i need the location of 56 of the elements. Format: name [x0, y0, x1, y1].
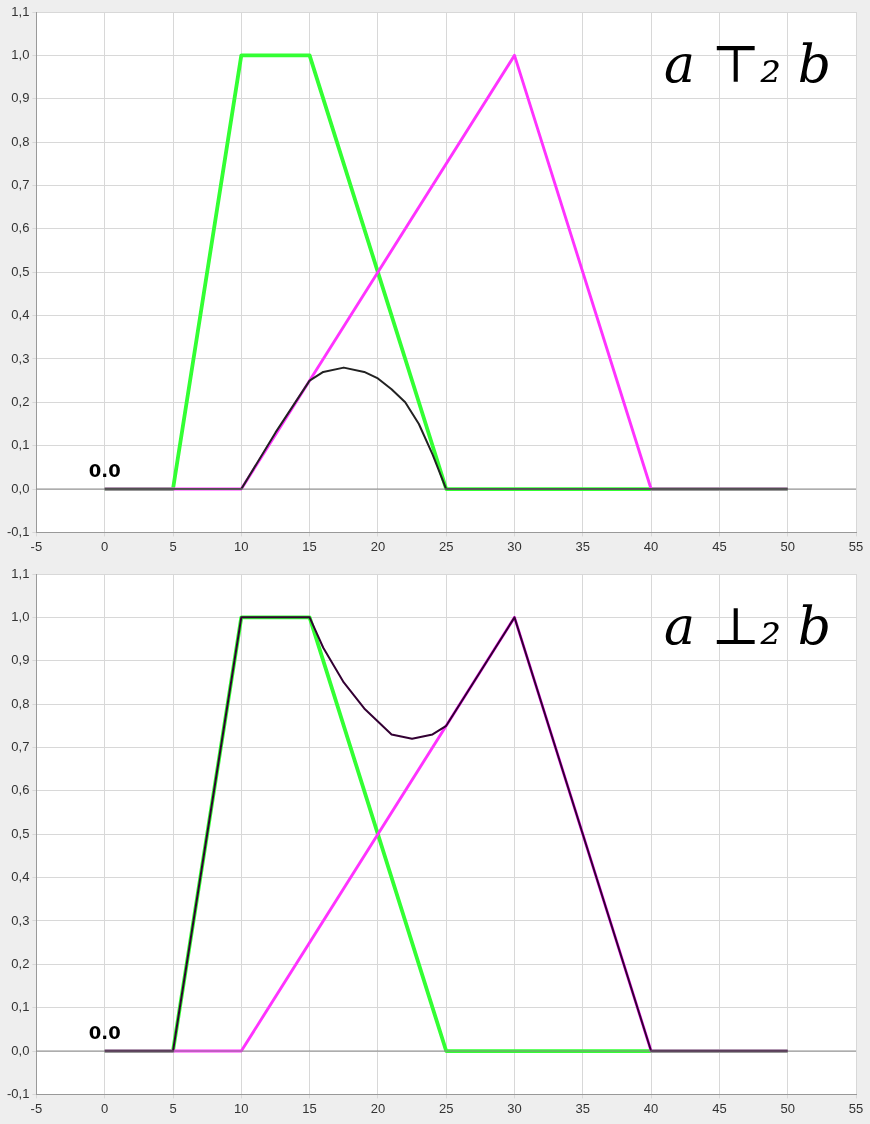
- y-tick-label: 0,2: [11, 955, 30, 971]
- x-tick-label: 15: [302, 538, 317, 554]
- y-tick-label: 0,4: [11, 307, 30, 323]
- y-tick-label: 1,0: [11, 608, 30, 624]
- x-tick-label: 35: [575, 538, 591, 554]
- x-tick-label: 40: [643, 538, 659, 554]
- y-tick-label: 0,5: [11, 825, 30, 841]
- x-tick-label: 20: [370, 538, 386, 554]
- x-tick-label: 20: [370, 1100, 386, 1116]
- y-tick-label: 0,6: [11, 220, 30, 236]
- annotation: a ⊥₂ b: [663, 595, 831, 656]
- x-tick-label: 25: [438, 1100, 454, 1116]
- x-tick-label: 50: [780, 1100, 795, 1116]
- annotation: 0.0: [88, 1021, 121, 1043]
- annotation: 0.0: [88, 459, 121, 481]
- x-tick-label: 30: [507, 538, 522, 554]
- y-tick-label: -0,1: [6, 1085, 30, 1101]
- x-tick-label: 10: [234, 1100, 249, 1116]
- y-tick-label: 0,7: [11, 739, 30, 755]
- y-tick-label: 1,0: [11, 46, 30, 62]
- y-tick-label: 0,3: [11, 350, 30, 366]
- x-tick-label: 30: [507, 1100, 522, 1116]
- y-tick-label: 0,8: [11, 133, 30, 149]
- x-tick-label: 50: [780, 538, 795, 554]
- y-tick-label: 0,6: [11, 782, 30, 798]
- y-tick-label: 0,5: [11, 263, 30, 279]
- x-tick-label: 5: [169, 538, 177, 554]
- y-tick-label: 0,2: [11, 393, 30, 409]
- y-tick-label: 0,9: [11, 90, 30, 106]
- x-tick-label: 0: [101, 1100, 109, 1116]
- y-tick-label: 0,3: [11, 912, 30, 928]
- y-tick-label: 1,1: [11, 565, 30, 581]
- y-tick-label: 0,1: [11, 437, 30, 453]
- x-tick-label: 25: [438, 538, 454, 554]
- y-tick-label: 0,0: [11, 480, 30, 496]
- x-tick-label: 45: [712, 538, 727, 554]
- y-tick-label: 0,8: [11, 695, 30, 711]
- x-tick-label: 5: [169, 1100, 177, 1116]
- x-tick-label: 35: [575, 1100, 591, 1116]
- x-tick-label: 10: [234, 538, 249, 554]
- x-tick-label: 45: [712, 1100, 727, 1116]
- x-tick-label: -5: [30, 1100, 43, 1116]
- x-tick-label: 15: [302, 1100, 317, 1116]
- x-tick-label: 55: [848, 538, 864, 554]
- y-tick-label: 0,7: [11, 177, 30, 193]
- y-tick-label: 1,1: [11, 3, 30, 19]
- y-tick-label: 0,1: [11, 999, 30, 1015]
- x-tick-label: 0: [101, 538, 109, 554]
- annotation: a ⊤₂ b: [663, 33, 831, 94]
- y-tick-label: 0,9: [11, 652, 30, 668]
- x-tick-label: -5: [30, 538, 43, 554]
- y-tick-label: -0,1: [6, 523, 30, 539]
- x-tick-label: 55: [848, 1100, 864, 1116]
- x-tick-label: 40: [643, 1100, 659, 1116]
- y-tick-label: 0,0: [11, 1042, 30, 1058]
- y-tick-label: 0,4: [11, 869, 30, 885]
